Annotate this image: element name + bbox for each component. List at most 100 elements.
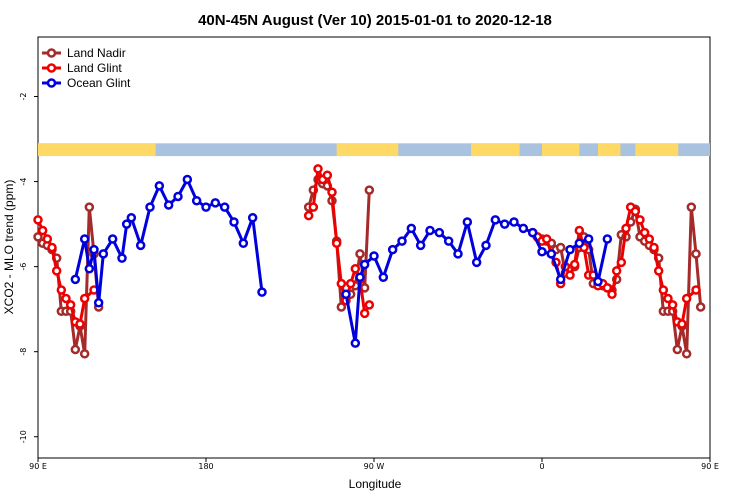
data-point-ocean-glint <box>210 198 221 208</box>
data-point-ocean-glint <box>518 223 529 234</box>
data-point-ocean-glint <box>350 338 361 348</box>
data-point-land-glint <box>569 259 580 270</box>
data-point-ocean-glint <box>397 236 407 246</box>
data-point-ocean-glint <box>201 202 211 212</box>
data-point-ocean-glint <box>471 257 482 268</box>
series-line-ocean-glint <box>73 178 264 305</box>
data-point-ocean-glint <box>406 223 417 234</box>
data-point-land-glint <box>364 300 375 310</box>
data-point-land-nadir <box>672 344 683 355</box>
data-point-ocean-glint <box>191 195 202 206</box>
series-land-glint <box>33 164 701 329</box>
data-point-ocean-glint <box>173 191 183 202</box>
y-tick-label: -8 <box>19 348 28 356</box>
y-tick-label: -4 <box>19 178 28 186</box>
data-point-land-glint <box>37 225 48 236</box>
data-point-ocean-glint <box>546 249 557 259</box>
data-point-ocean-glint <box>593 276 603 287</box>
data-point-ocean-glint <box>527 227 538 238</box>
data-point-ocean-glint <box>602 234 613 244</box>
x-tick-label: 90 W <box>364 462 385 471</box>
data-point-land-nadir <box>355 249 365 259</box>
y-tick-label: -10 <box>19 430 28 443</box>
data-point-land-nadir <box>686 202 697 212</box>
data-point-land-glint <box>565 270 575 280</box>
data-point-ocean-glint <box>565 244 575 255</box>
data-point-land-glint <box>56 285 67 295</box>
data-point-land-glint <box>65 300 76 310</box>
data-point-land-glint <box>33 215 43 225</box>
data-point-ocean-glint <box>537 247 547 257</box>
data-point-ocean-glint <box>481 240 491 251</box>
data-point-ocean-glint <box>378 272 389 283</box>
data-point-ocean-glint <box>229 217 239 227</box>
data-point-land-glint <box>630 206 641 217</box>
land-strip-segment <box>542 143 580 157</box>
data-point-land-glint <box>75 319 85 329</box>
data-point-ocean-glint <box>121 219 132 229</box>
data-point-ocean-glint <box>107 234 118 244</box>
data-point-land-nadir <box>79 349 90 359</box>
x-axis-ticks: 90 E 180 90 W 0 90 E <box>29 458 719 471</box>
data-point-ocean-glint <box>219 202 230 212</box>
data-point-land-glint <box>602 283 613 293</box>
data-point-land-glint <box>61 293 71 304</box>
data-point-ocean-glint <box>182 174 193 185</box>
x-tick-label: 0 <box>539 462 544 471</box>
data-point-ocean-glint <box>434 227 445 238</box>
data-point-ocean-glint <box>387 244 398 255</box>
data-point-land-glint <box>677 319 687 329</box>
data-point-land-glint <box>350 264 361 274</box>
data-point-land-glint <box>658 285 669 295</box>
data-point-land-nadir <box>364 185 375 195</box>
data-point-ocean-glint <box>499 219 510 229</box>
data-point-land-glint <box>644 234 655 244</box>
land-strip-segment <box>336 143 399 157</box>
data-point-land-nadir <box>33 232 43 242</box>
data-point-land-glint <box>51 266 62 276</box>
data-point-land-glint <box>79 293 90 304</box>
data-point-land-glint <box>691 285 701 295</box>
legend-item-land-glint: Land Glint <box>42 61 122 75</box>
data-point-land-glint <box>635 215 645 225</box>
data-point-ocean-glint <box>443 236 454 246</box>
y-axis-label: XCO2 - MLO trend (ppm) <box>2 180 16 315</box>
data-point-land-glint <box>667 300 678 310</box>
data-point-land-glint <box>308 202 319 212</box>
data-point-land-glint <box>663 293 673 304</box>
x-tick-label: 90 E <box>29 462 47 471</box>
data-point-land-glint <box>336 278 347 289</box>
data-point-land-glint <box>47 242 57 253</box>
data-point-land-glint <box>313 164 323 174</box>
data-point-ocean-glint <box>555 274 566 285</box>
legend-item-ocean-glint: Ocean Glint <box>42 76 131 90</box>
data-point-ocean-glint <box>117 253 127 263</box>
legend-label: Ocean Glint <box>67 76 131 90</box>
data-point-ocean-glint <box>359 259 370 270</box>
data-point-land-glint <box>649 242 659 253</box>
data-point-land-nadir <box>681 349 692 359</box>
land-ocean-bar <box>38 143 710 157</box>
data-point-land-glint <box>607 289 617 300</box>
data-point-ocean-glint <box>453 249 463 259</box>
data-point-ocean-glint <box>247 212 258 223</box>
legend-swatch-marker <box>46 48 57 58</box>
land-strip-segment <box>635 143 679 157</box>
data-point-land-glint <box>653 266 664 276</box>
data-point-land-nadir <box>555 242 566 253</box>
x-axis-label: Longitude <box>349 477 402 491</box>
data-point-ocean-glint <box>355 272 365 283</box>
data-point-ocean-glint <box>93 298 104 308</box>
data-point-land-glint <box>303 210 314 221</box>
data-point-land-nadir <box>691 249 701 259</box>
data-point-ocean-glint <box>163 200 174 210</box>
data-point-ocean-glint <box>135 240 146 251</box>
data-point-land-glint <box>327 187 337 197</box>
data-point-ocean-glint <box>583 234 594 244</box>
y-tick-label: -2 <box>19 93 28 101</box>
x-tick-label: 180 <box>198 462 213 471</box>
data-point-land-nadir <box>336 302 347 312</box>
data-point-land-glint <box>42 234 53 244</box>
data-point-land-glint <box>322 170 333 180</box>
